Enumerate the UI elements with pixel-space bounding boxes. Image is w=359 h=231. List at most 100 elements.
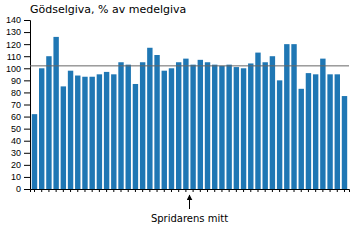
x-tick-mark (77, 189, 78, 192)
x-tick (330, 189, 331, 192)
x-tick-mark (128, 189, 129, 192)
bar (140, 62, 145, 189)
x-tick-mark (185, 189, 186, 192)
x-tick-mark (301, 189, 302, 192)
bar (89, 77, 94, 189)
y-tick-label: 110 (7, 52, 21, 62)
x-tick (77, 189, 78, 192)
y-tick-mark (24, 56, 30, 57)
bar (313, 74, 318, 189)
x-tick-mark (294, 189, 295, 192)
x-tick-mark (272, 189, 273, 192)
bar (335, 74, 340, 189)
y-tick: 30 (11, 148, 30, 158)
x-tick (337, 189, 338, 192)
x-tick-mark (56, 189, 57, 192)
bar (219, 66, 224, 189)
y-tick-label: 20 (11, 160, 21, 170)
x-tick-mark (149, 189, 150, 192)
bar (299, 89, 304, 189)
bar (133, 84, 138, 189)
x-tick (84, 189, 85, 192)
x-tick-mark (315, 189, 316, 192)
bar (104, 72, 109, 189)
y-tick: 140 (6, 15, 30, 25)
x-tick (48, 189, 49, 192)
x-tick-mark (99, 189, 100, 192)
x-tick (301, 189, 302, 192)
x-tick-mark (337, 189, 338, 192)
y-axis: 0102030405060708090100110120130140 (6, 15, 31, 194)
bar (162, 71, 167, 189)
x-tick (63, 189, 64, 192)
x-tick (286, 189, 287, 192)
x-tick-mark (250, 189, 251, 192)
x-tick (157, 189, 158, 192)
x-tick (142, 189, 143, 192)
x-tick-mark (121, 189, 122, 192)
x-tick-mark (41, 189, 42, 192)
y-tick: 60 (11, 112, 30, 122)
y-tick: 20 (11, 160, 30, 170)
x-tick (171, 189, 172, 192)
y-tick-mark (24, 129, 30, 130)
y-tick-mark (24, 105, 30, 106)
bar (327, 74, 332, 189)
bar (212, 65, 217, 189)
bar (61, 86, 66, 189)
x-tick-mark (265, 189, 266, 192)
bar (118, 62, 123, 189)
y-tick-mark (24, 44, 30, 45)
y-tick-mark (24, 177, 30, 178)
x-tick-mark (200, 189, 201, 192)
x-tick-mark (279, 189, 280, 192)
bar (342, 96, 347, 189)
x-tick (322, 189, 323, 192)
y-tick-label: 140 (6, 15, 21, 25)
y-tick-mark (24, 68, 30, 69)
bar (147, 48, 152, 189)
y-tick-label: 130 (6, 27, 21, 37)
x-tick (178, 189, 179, 192)
y-tick: 130 (6, 27, 30, 37)
bars (30, 37, 349, 189)
x-axis (31, 189, 350, 192)
bar (241, 68, 246, 189)
y-tick-label: 120 (6, 40, 21, 50)
bar (46, 56, 51, 189)
y-tick-mark (24, 153, 30, 154)
x-tick (243, 189, 244, 192)
reference-line (30, 65, 349, 66)
bar (169, 68, 174, 189)
x-tick-mark (142, 189, 143, 192)
x-tick (207, 189, 208, 192)
y-tick: 80 (11, 88, 30, 98)
bar (262, 62, 267, 189)
x-tick-mark (243, 189, 244, 192)
x-tick-mark (84, 189, 85, 192)
x-tick (185, 189, 186, 192)
x-tick (70, 189, 71, 192)
x-tick (272, 189, 273, 192)
x-tick (315, 189, 316, 192)
y-tick-mark (24, 141, 30, 142)
x-tick-mark (236, 189, 237, 192)
x-tick (121, 189, 122, 192)
y-tick-label: 10 (11, 172, 21, 182)
x-tick (193, 189, 194, 192)
x-tick-mark (113, 189, 114, 192)
bar (248, 63, 253, 189)
x-tick-mark (135, 189, 136, 192)
x-tick (344, 189, 345, 192)
x-tick-mark (171, 189, 172, 192)
x-tick (250, 189, 251, 192)
y-axis-line (24, 21, 31, 190)
x-tick (113, 189, 114, 192)
y-tick-mark (24, 189, 30, 190)
y-tick-label: 0 (16, 184, 21, 194)
x-tick (221, 189, 222, 192)
bar (226, 65, 231, 189)
y-tick-label: 60 (11, 112, 21, 122)
x-tick (34, 189, 35, 192)
x-tick (99, 189, 100, 192)
